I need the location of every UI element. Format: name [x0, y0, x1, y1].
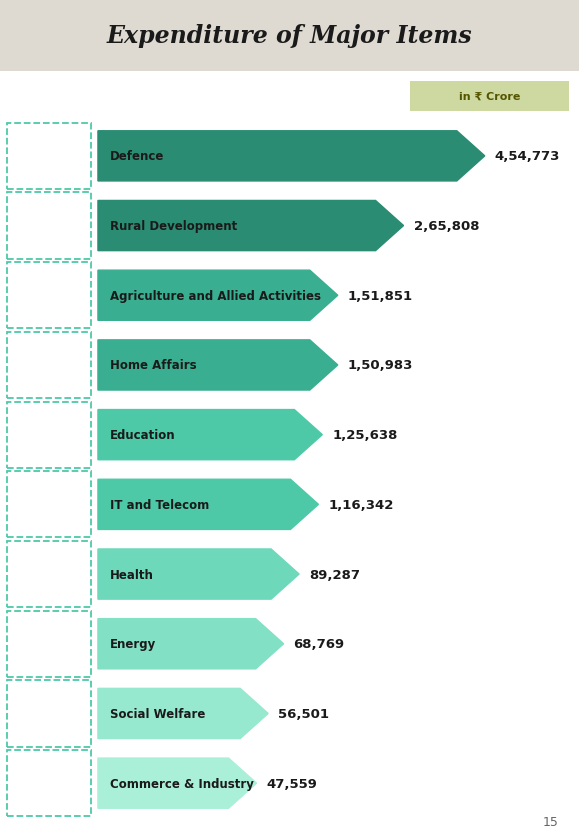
Polygon shape [98, 619, 284, 669]
Polygon shape [98, 201, 404, 252]
Text: Expenditure of Major Items: Expenditure of Major Items [107, 24, 472, 48]
Text: IT and Telecom: IT and Telecom [110, 498, 209, 512]
Text: Education: Education [110, 429, 175, 441]
Text: 15: 15 [543, 815, 559, 828]
FancyBboxPatch shape [7, 402, 91, 468]
FancyBboxPatch shape [7, 124, 91, 190]
Polygon shape [98, 410, 323, 460]
Text: 56,501: 56,501 [278, 707, 329, 720]
FancyBboxPatch shape [7, 263, 91, 329]
FancyBboxPatch shape [7, 193, 91, 259]
Polygon shape [98, 689, 268, 739]
Text: Home Affairs: Home Affairs [110, 359, 197, 372]
Text: Health: Health [110, 568, 154, 581]
Polygon shape [98, 549, 299, 599]
Polygon shape [98, 271, 338, 321]
Text: Energy: Energy [110, 638, 156, 650]
Polygon shape [98, 131, 485, 181]
FancyBboxPatch shape [7, 542, 91, 608]
Text: 68,769: 68,769 [294, 638, 345, 650]
Text: 4,54,773: 4,54,773 [495, 150, 560, 163]
Text: 1,51,851: 1,51,851 [348, 289, 413, 303]
Text: in ₹ Crore: in ₹ Crore [459, 92, 520, 102]
Bar [0, 0, 579, 72]
Text: 1,50,983: 1,50,983 [348, 359, 413, 372]
Polygon shape [98, 758, 256, 808]
Text: 2,65,808: 2,65,808 [413, 220, 479, 232]
Text: Social Welfare: Social Welfare [110, 707, 206, 720]
FancyBboxPatch shape [7, 472, 91, 538]
FancyBboxPatch shape [7, 750, 91, 816]
Polygon shape [98, 340, 338, 390]
Text: 1,16,342: 1,16,342 [328, 498, 394, 512]
FancyBboxPatch shape [410, 82, 569, 112]
Text: 89,287: 89,287 [309, 568, 360, 581]
Polygon shape [98, 480, 318, 530]
Text: 47,559: 47,559 [266, 777, 317, 790]
Text: 1,25,638: 1,25,638 [332, 429, 398, 441]
FancyBboxPatch shape [7, 611, 91, 677]
Text: Agriculture and Allied Activities: Agriculture and Allied Activities [110, 289, 321, 303]
FancyBboxPatch shape [7, 681, 91, 747]
Text: Rural Development: Rural Development [110, 220, 237, 232]
Text: Commerce & Industry: Commerce & Industry [110, 777, 254, 790]
FancyBboxPatch shape [7, 333, 91, 399]
Text: Defence: Defence [110, 150, 164, 163]
